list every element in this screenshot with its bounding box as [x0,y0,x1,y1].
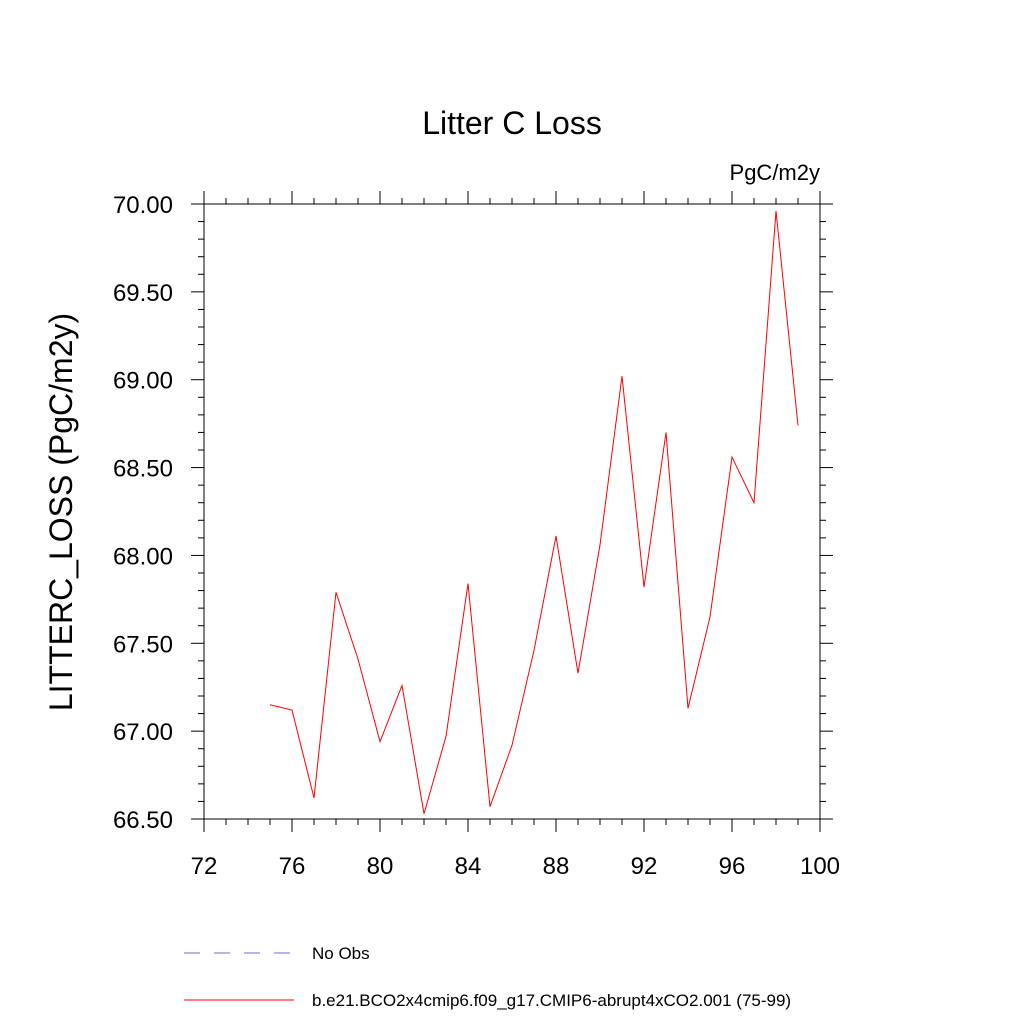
x-tick-label: 72 [191,853,218,880]
x-tick-label: 100 [800,853,840,880]
y-tick-label: 68.00 [113,543,173,570]
y-tick-label: 69.50 [113,280,173,307]
legend-label-no-obs: No Obs [312,944,370,963]
series-layer [269,210,799,814]
chart-title: Litter C Loss [422,105,602,141]
y-tick-label: 68.50 [113,456,173,483]
y-tick-labels: 66.50 67.00 67.50 68.00 68.50 69.00 69.50 70.00 [113,192,173,834]
y-axis-label: LITTERC_LOSS (PgC/m2y) [43,313,79,711]
axis-ticks [191,191,833,832]
x-tick-label: 88 [543,853,570,880]
legend-label-series: b.e21.BCO2x4cmip6.f09_g17.CMIP6-abrupt4x… [312,991,791,1010]
x-tick-label: 84 [455,853,482,880]
y-tick-label: 66.50 [113,807,173,834]
x-tick-label: 76 [279,853,306,880]
y-tick-label: 67.50 [113,631,173,658]
plot-frame [203,203,821,820]
units-label: PgC/m2y [730,160,820,185]
legend: No Obs b.e21.BCO2x4cmip6.f09_g17.CMIP6-a… [184,944,791,1010]
y-tick-label: 69.00 [113,368,173,395]
x-tick-labels: 72 76 80 84 88 92 96 100 [191,853,840,880]
x-tick-label: 80 [367,853,394,880]
y-tick-label: 70.00 [113,192,173,219]
x-tick-label: 92 [631,853,658,880]
x-tick-label: 96 [719,853,746,880]
series-line [269,210,799,814]
y-tick-label: 67.00 [113,719,173,746]
